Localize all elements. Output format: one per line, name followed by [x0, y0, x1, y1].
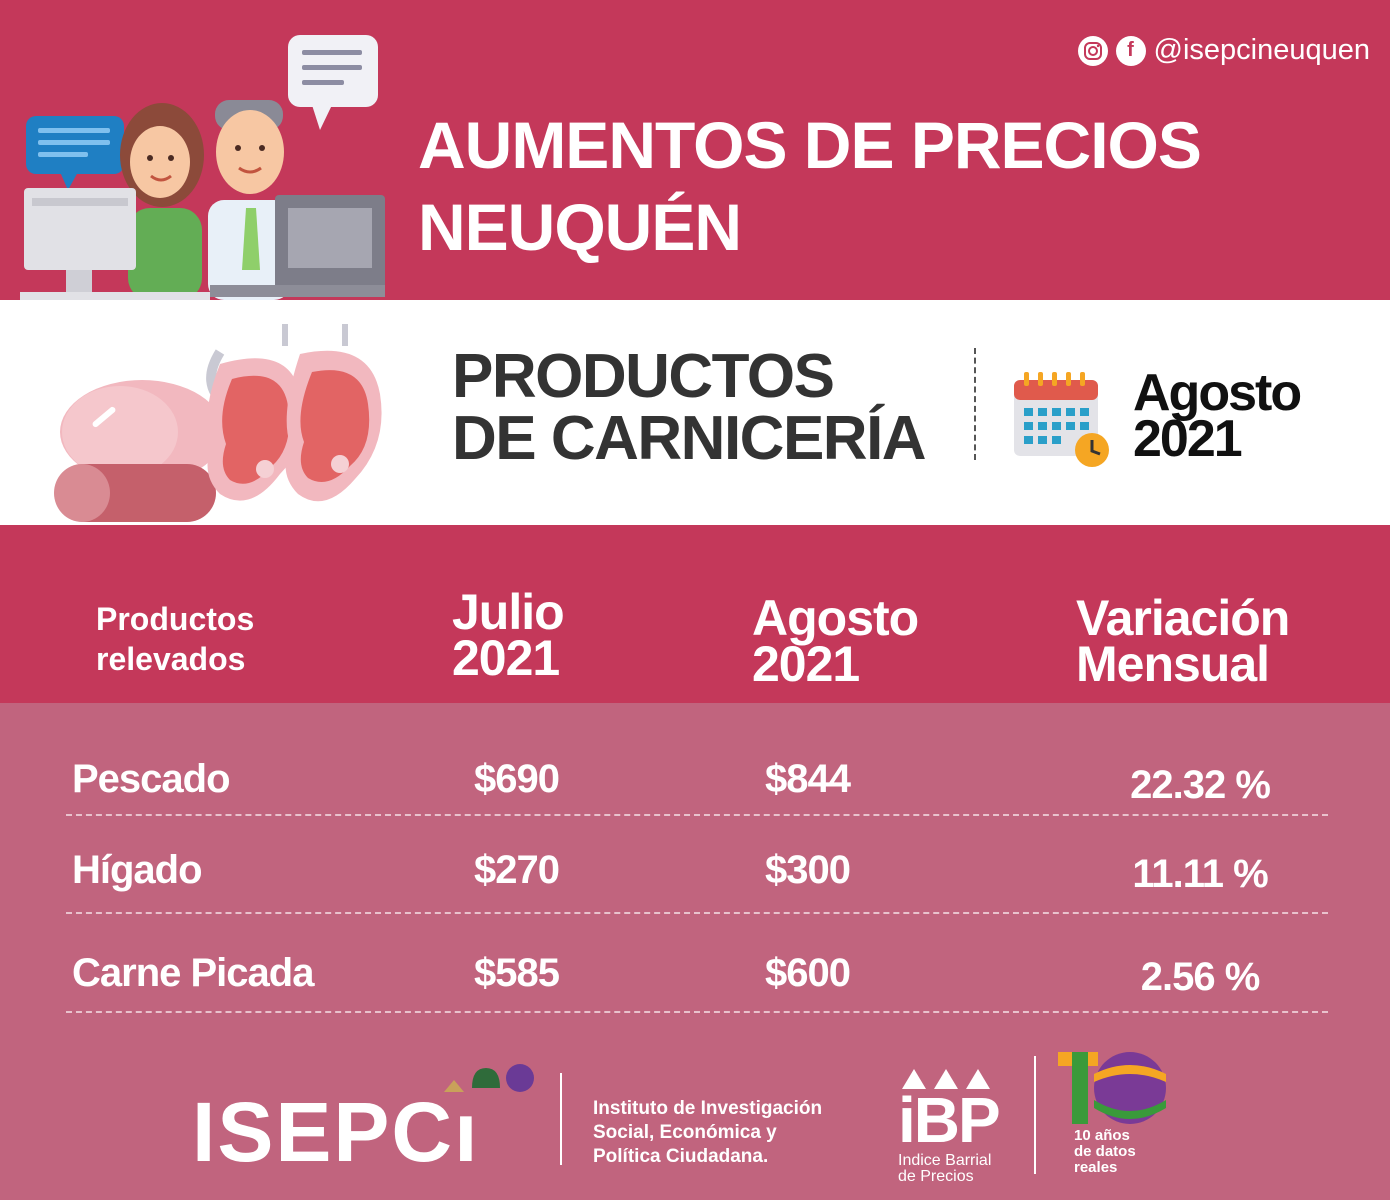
price-july: $270	[474, 848, 560, 892]
product-name: Hígado	[72, 848, 203, 892]
ten-years-line-3: reales	[1074, 1159, 1118, 1176]
report-date: Agosto 2021	[1133, 364, 1302, 468]
institute-line-3: Política Ciudadana.	[593, 1146, 769, 1167]
office-people-illustration	[20, 35, 385, 300]
product-name: Pescado	[72, 757, 231, 801]
ibp-logo: iBP Indice Barrial de Precios	[898, 1067, 1001, 1185]
report-month: Agosto	[1133, 364, 1302, 422]
column-header-products-line-2: relevados	[96, 641, 246, 677]
category-title-line-2: DE CARNICERÍA	[452, 404, 927, 473]
row-divider	[66, 912, 1328, 914]
column-header-variation-line-2: Mensual	[1076, 636, 1270, 692]
category-band: PRODUCTOS DE CARNICERÍA Agosto 2021	[0, 300, 1390, 525]
column-header-august: Agosto 2021	[752, 590, 919, 692]
monthly-variation: 22.32 %	[1130, 763, 1271, 807]
header: f @isepcineuquen AUMENTOS DE PRECIOS NEU…	[0, 0, 1390, 300]
row-divider	[66, 814, 1328, 816]
price-august: $600	[765, 951, 851, 995]
institute-line-1: Instituto de Investigación	[593, 1098, 823, 1119]
isepci-logo: ISEPCı	[192, 1085, 480, 1179]
monthly-variation: 11.11 %	[1132, 852, 1268, 896]
ten-years-caption: 10 años de datos reales	[1074, 1128, 1136, 1176]
footer-divider	[560, 1073, 562, 1165]
table-row: Carne Picada $585 $600 2.56 %	[0, 951, 1390, 1011]
page-title: AUMENTOS DE PRECIOS NEUQUÉN	[418, 104, 1202, 268]
ten-years-line-2: de datos	[1074, 1143, 1136, 1160]
calendar-clock-icon	[1014, 372, 1109, 467]
column-header-july-line-2: 2021	[452, 630, 560, 686]
table-row: Hígado $270 $300 11.11 %	[0, 848, 1390, 908]
product-name: Carne Picada	[72, 951, 314, 995]
column-header-products-line-1: Productos	[96, 601, 255, 637]
social-handle[interactable]: @isepcineuquen	[1153, 34, 1370, 66]
table-header: Productos relevados Julio 2021 Agosto 20…	[0, 525, 1390, 703]
title-line-1: AUMENTOS DE PRECIOS	[418, 108, 1202, 182]
ten-years-line-1: 10 años	[1074, 1127, 1130, 1144]
column-header-august-line-1: Agosto	[752, 590, 919, 646]
footer-divider	[1034, 1056, 1036, 1174]
meat-illustration	[54, 324, 382, 522]
ibp-wordmark: iBP	[898, 1084, 1001, 1156]
isepci-logo-dots	[444, 1064, 534, 1092]
price-august: $300	[765, 848, 851, 892]
column-header-variation: Variación Mensual	[1076, 590, 1290, 692]
column-header-products: Productos relevados	[96, 599, 254, 679]
monthly-variation: 2.56 %	[1140, 955, 1261, 999]
institute-line-2: Social, Económica y	[593, 1122, 777, 1143]
instagram-icon[interactable]	[1077, 35, 1108, 66]
report-year: 2021	[1133, 410, 1243, 468]
column-header-july-line-1: Julio	[452, 584, 565, 640]
price-july: $690	[474, 757, 560, 801]
ibp-caption-line-1: Indice Barrial	[898, 1152, 992, 1169]
ibp-house-icons	[902, 1069, 990, 1089]
row-divider	[66, 1011, 1328, 1013]
social-links: f @isepcineuquen	[1077, 34, 1370, 67]
column-header-july: Julio 2021	[452, 584, 565, 686]
category-title: PRODUCTOS DE CARNICERÍA	[452, 342, 927, 473]
table-row: Pescado $690 $844 22.32 %	[0, 757, 1390, 817]
price-august: $844	[765, 757, 851, 801]
category-title-line-1: PRODUCTOS	[452, 342, 835, 411]
ten-years-logo	[1058, 1052, 1166, 1124]
institute-name: Instituto de Investigación Social, Econó…	[593, 1097, 822, 1169]
band-divider	[974, 348, 976, 460]
table-body: Pescado $690 $844 22.32 % Hígado $270 $3…	[0, 703, 1390, 1200]
ibp-caption-line-2: de Precios	[898, 1168, 974, 1185]
column-header-variation-line-1: Variación	[1076, 590, 1290, 646]
facebook-icon[interactable]: f	[1115, 35, 1146, 66]
title-line-2: NEUQUÉN	[418, 190, 742, 264]
price-july: $585	[474, 951, 560, 995]
column-header-august-line-2: 2021	[752, 636, 860, 692]
